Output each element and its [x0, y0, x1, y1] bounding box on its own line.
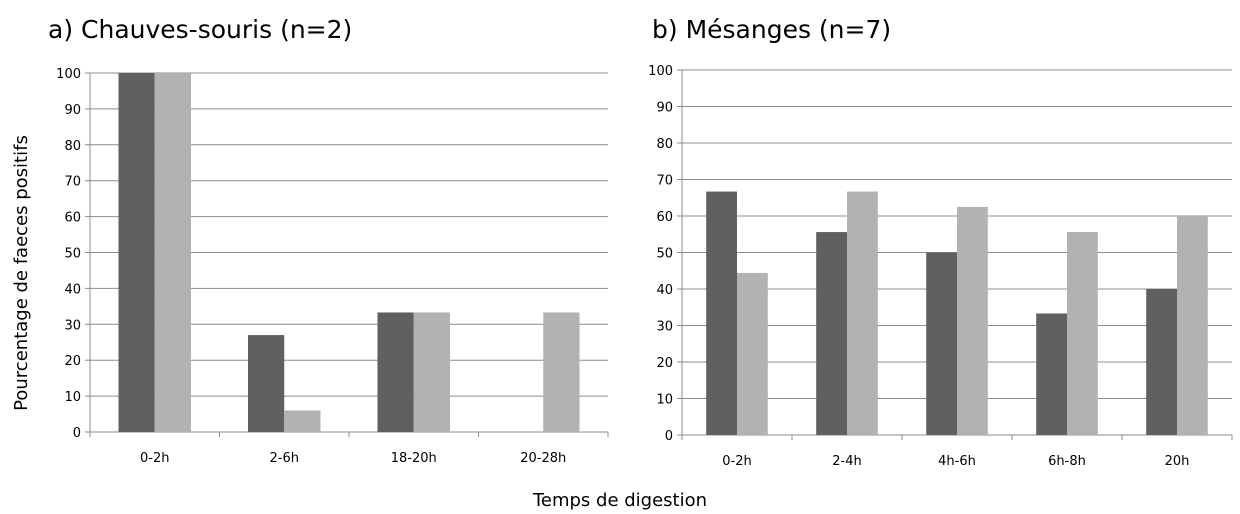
panel-a-title: a) Chauves-souris (n=2)	[48, 15, 352, 44]
y-tick-label-a-90: 90	[64, 103, 81, 118]
y-tick-label-b-80: 80	[656, 137, 673, 152]
y-tick-label-a-50: 50	[64, 247, 81, 262]
y-tick-label-b-100: 100	[648, 64, 673, 79]
bar-b-s2-2-4h	[847, 191, 878, 435]
bar-b-s1-6h-8h	[1036, 313, 1067, 435]
y-tick-label-b-50: 50	[656, 247, 673, 262]
bar-a-s2-2-6h	[284, 410, 321, 432]
y-tick-label-a-100: 100	[56, 67, 81, 82]
bar-a-s1-0-2h	[118, 73, 155, 432]
x-tick-label-a-0-2h: 0-2h	[140, 451, 169, 466]
bar-b-s2-20h	[1177, 216, 1208, 435]
bar-b-s1-20h	[1146, 289, 1177, 435]
x-tick-label-b-6h-8h: 6h-8h	[1048, 454, 1086, 469]
y-tick-label-b-20: 20	[656, 356, 673, 371]
y-axis-label: Pourcentage de faeces positifs	[11, 135, 32, 411]
x-tick-label-b-2-4h: 2-4h	[832, 454, 861, 469]
y-tick-label-b-90: 90	[656, 101, 673, 116]
x-tick-label-a-2-6h: 2-6h	[270, 451, 299, 466]
panel-a-chart: a) Chauves-souris (n=2) 0 10 20 30 40 50 60 70 8…	[48, 15, 609, 466]
x-tick-label-b-20h: 20h	[1165, 454, 1190, 469]
y-tick-label-a-10: 10	[64, 390, 81, 405]
y-tick-label-a-80: 80	[64, 139, 81, 154]
y-tick-label-a-60: 60	[64, 211, 81, 226]
bar-b-s2-6h-8h	[1067, 232, 1098, 435]
bar-a-s2-20-28h	[543, 312, 580, 432]
y-tick-label-a-0: 0	[73, 426, 81, 441]
bar-b-s2-4h-6h	[957, 206, 988, 435]
y-tick-label-b-70: 70	[656, 174, 673, 189]
x-tick-label-a-20-28h: 20-28h	[520, 451, 566, 466]
y-tick-label-b-0: 0	[665, 429, 673, 444]
bar-a-s2-18-20h	[413, 312, 451, 432]
bar-a-s2-0-2h	[154, 73, 192, 432]
y-tick-label-b-60: 60	[656, 210, 673, 225]
x-tick-label-a-18-20h: 18-20h	[391, 451, 437, 466]
x-tick-label-b-0-2h: 0-2h	[722, 454, 751, 469]
x-tick-label-b-4h-6h: 4h-6h	[938, 454, 976, 469]
bar-b-s1-2-4h	[816, 232, 847, 435]
y-tick-label-a-20: 20	[64, 354, 81, 369]
y-tick-label-b-40: 40	[656, 283, 673, 298]
panel-b-chart: b) Mésanges (n=7) 0 10 20 30 40 50 60 70 80 90 100…	[648, 15, 1233, 469]
y-tick-label-a-40: 40	[64, 282, 81, 297]
bar-b-s2-0-2h	[737, 272, 768, 435]
x-axis-label: Temps de digestion	[532, 490, 707, 511]
panel-b-title: b) Mésanges (n=7)	[652, 15, 891, 44]
y-tick-label-b-10: 10	[656, 393, 673, 408]
y-tick-label-a-30: 30	[64, 318, 81, 333]
bar-a-s1-18-20h	[377, 312, 414, 432]
y-tick-label-b-30: 30	[656, 320, 673, 335]
y-tick-label-a-70: 70	[64, 175, 81, 190]
bar-a-s1-2-6h	[247, 335, 285, 432]
bar-b-s1-0-2h	[706, 191, 737, 435]
bar-b-s1-4h-6h	[926, 252, 957, 435]
